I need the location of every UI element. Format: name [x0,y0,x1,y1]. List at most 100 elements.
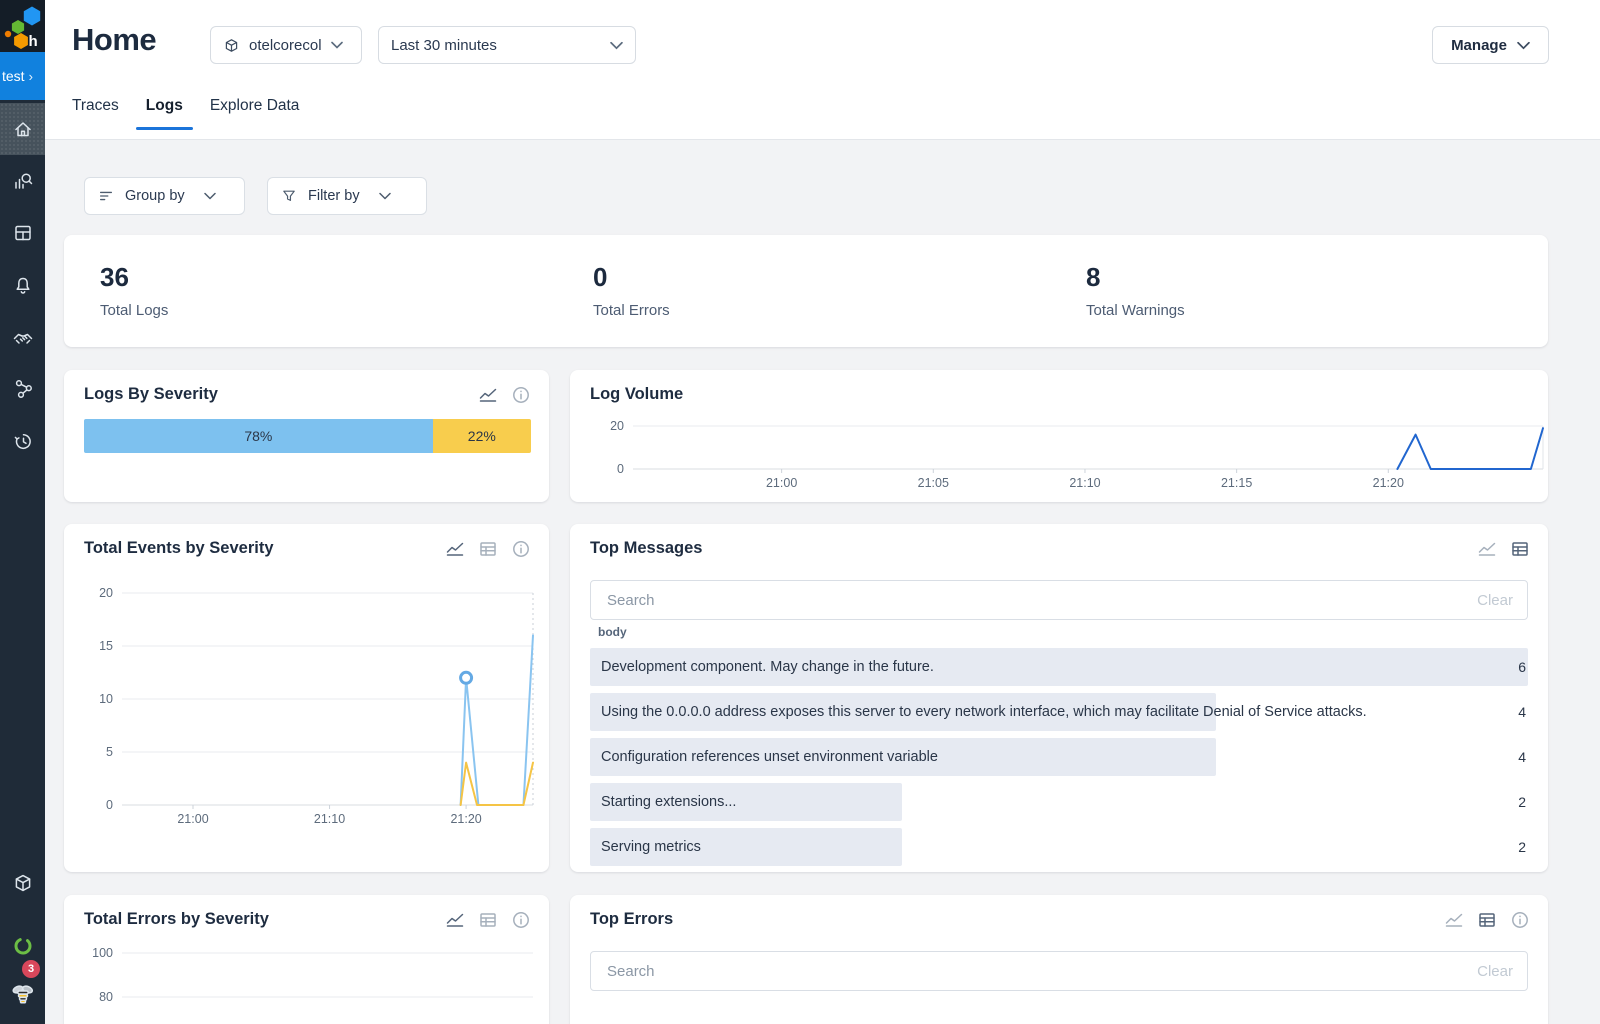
info-icon[interactable] [511,385,531,405]
handshake-icon [12,326,34,348]
sidebar-item-query[interactable] [0,155,45,207]
card-title: Logs By Severity [84,385,218,404]
svg-text:21:00: 21:00 [177,812,208,826]
svg-text:21:05: 21:05 [918,476,949,490]
message-row[interactable]: Configuration references unset environme… [590,738,1528,776]
sidebar-item-home[interactable] [0,103,45,155]
stat-total-logs: 36 Total Logs [100,262,168,319]
share-nodes-icon [12,378,34,400]
group-by-label: Group by [125,188,185,204]
search-input[interactable] [605,591,1477,610]
sidebar-item-boards[interactable] [0,207,45,259]
chevron-down-icon [610,41,623,50]
dataset-selector-value: otelcorecol [249,37,322,54]
total-errors-card: Total Errors by Severity 80100 [64,895,549,1024]
chevron-down-icon [379,192,391,200]
svg-text:10: 10 [99,692,113,706]
table-toggle-icon[interactable] [478,910,498,930]
time-range-selector[interactable]: Last 30 minutes [378,26,636,64]
tab-logs[interactable]: Logs [146,97,183,130]
stat-value: 36 [100,262,168,293]
svg-text:0: 0 [106,798,113,812]
card-title: Total Events by Severity [84,539,274,558]
info-icon[interactable] [511,539,531,559]
bell-icon [12,274,34,296]
total-events-chart[interactable]: 0510152021:0021:1021:20 [64,584,549,834]
line-chart-toggle-icon[interactable] [478,385,498,405]
message-text: Configuration references unset environme… [590,738,1528,776]
info-icon[interactable] [1510,910,1530,930]
svg-text:20: 20 [99,586,113,600]
cube-icon [12,872,34,894]
svg-text:20: 20 [610,419,624,433]
topbar: Home otelcorecol Last 30 minutes Manage … [45,0,1600,140]
top-errors-search: Clear [590,951,1528,991]
severity-segment-warn[interactable]: 22% [433,419,531,453]
table-toggle-icon[interactable] [1477,910,1497,930]
table-toggle-icon[interactable] [478,539,498,559]
sidebar-item-history[interactable] [0,415,45,467]
severity-segment-info[interactable]: 78% [84,419,433,453]
filter-by-dropdown[interactable]: Filter by [267,177,427,215]
message-row[interactable]: Development component. May change in the… [590,648,1528,686]
stat-label: Total Warnings [1086,302,1185,319]
dataset-selector[interactable]: otelcorecol [210,26,362,64]
environment-label: test [2,68,25,84]
log-volume-card: Log Volume 02021:0021:0521:1021:1521:20 [570,370,1548,502]
card-title: Top Messages [590,539,702,558]
sidebar-item-alerts[interactable] [0,259,45,311]
stat-total-errors: 0 Total Errors [593,262,670,319]
top-messages-card: Top Messages Clear body Development comp… [570,524,1548,872]
message-text: Starting extensions... [590,783,1528,821]
tab-traces[interactable]: Traces [72,97,119,130]
info-icon[interactable] [511,910,531,930]
boards-icon [12,222,34,244]
usage-ring-icon [12,935,34,957]
clear-button[interactable]: Clear [1477,963,1513,980]
notification-badge: 3 [22,960,40,978]
home-icon [12,118,34,140]
line-chart-toggle-icon[interactable] [1477,539,1497,559]
chevron-right-icon: › [29,69,33,84]
stat-label: Total Errors [593,302,670,319]
group-by-dropdown[interactable]: Group by [84,177,245,215]
tab-explore-data[interactable]: Explore Data [210,97,300,130]
svg-text:80: 80 [99,990,113,1004]
line-chart-toggle-icon[interactable] [1444,910,1464,930]
environment-selector[interactable]: test › [0,52,45,100]
page-title: Home [72,22,156,58]
message-count: 4 [1518,693,1526,731]
chevron-down-icon [1517,41,1530,50]
table-toggle-icon[interactable] [1510,539,1530,559]
svg-text:21:00: 21:00 [766,476,797,490]
card-title: Log Volume [590,385,683,404]
sidebar-item-teams[interactable] [0,311,45,363]
message-row[interactable]: Serving metrics2 [590,828,1528,866]
search-input[interactable] [605,962,1477,981]
sidebar-item-notifications[interactable]: 3 [0,968,45,1020]
manage-button[interactable]: Manage [1432,26,1549,64]
card-title: Top Errors [590,910,673,929]
line-chart-toggle-icon[interactable] [445,910,465,930]
message-count: 2 [1518,828,1526,866]
svg-text:0: 0 [617,462,624,476]
time-range-value: Last 30 minutes [391,37,497,54]
honeycomb-logo[interactable]: h [0,0,45,52]
svg-text:21:20: 21:20 [450,812,481,826]
message-row[interactable]: Starting extensions...2 [590,783,1528,821]
line-chart-toggle-icon[interactable] [445,539,465,559]
filter-funnel-icon [281,188,297,204]
stat-label: Total Logs [100,302,168,319]
total-errors-chart[interactable]: 80100 [64,943,549,1024]
sidebar-item-datasets[interactable] [0,857,45,909]
card-title: Total Errors by Severity [84,910,269,929]
total-events-card: Total Events by Severity 0510152021:0021… [64,524,549,872]
manage-button-label: Manage [1451,37,1507,54]
log-volume-chart[interactable]: 02021:0021:0521:1021:1521:20 [570,410,1548,496]
clear-button[interactable]: Clear [1477,592,1513,609]
message-count: 6 [1518,648,1526,686]
message-row[interactable]: Using the 0.0.0.0 address exposes this s… [590,693,1528,731]
top-messages-rows: Development component. May change in the… [590,648,1528,873]
logs-by-severity-card: Logs By Severity 78%22% [64,370,549,502]
sidebar-item-connections[interactable] [0,363,45,415]
